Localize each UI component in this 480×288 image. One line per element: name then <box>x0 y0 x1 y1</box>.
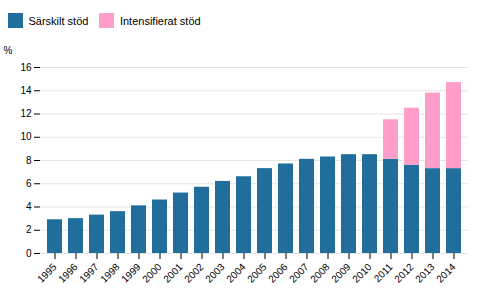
svg-text:2002: 2002 <box>182 260 206 284</box>
svg-text:2013: 2013 <box>413 260 437 284</box>
svg-text:2012: 2012 <box>392 260 416 284</box>
svg-text:2001: 2001 <box>161 260 185 284</box>
svg-text:%: % <box>4 44 13 55</box>
svg-text:6: 6 <box>26 177 32 188</box>
svg-text:1997: 1997 <box>77 260 101 284</box>
svg-text:2006: 2006 <box>266 260 290 284</box>
svg-text:1996: 1996 <box>56 260 80 284</box>
svg-text:10: 10 <box>20 131 32 142</box>
svg-text:2009: 2009 <box>329 260 353 284</box>
svg-text:12: 12 <box>20 108 32 119</box>
svg-text:2010: 2010 <box>350 260 374 284</box>
svg-text:2004: 2004 <box>224 260 248 284</box>
svg-text:0: 0 <box>26 247 32 258</box>
html-text:Intensifierat stöd: Intensifierat stöd <box>119 14 201 27</box>
svg-text:2011: 2011 <box>372 260 395 283</box>
svg-text:2000: 2000 <box>140 260 164 284</box>
svg-text:16: 16 <box>20 61 32 72</box>
svg-text:2007: 2007 <box>287 260 311 284</box>
svg-text:1995: 1995 <box>35 260 59 284</box>
html-text:Särskilt stöd: Särskilt stöd <box>28 14 89 27</box>
svg-text:1999: 1999 <box>119 260 143 284</box>
svg-text:2003: 2003 <box>203 260 227 284</box>
svg-text:4: 4 <box>26 201 32 212</box>
svg-text:2008: 2008 <box>308 260 332 284</box>
svg-text:14: 14 <box>20 84 32 95</box>
svg-text:2014: 2014 <box>434 260 458 284</box>
svg-text:2005: 2005 <box>245 260 269 284</box>
svg-text:8: 8 <box>26 154 32 165</box>
svg-text:1998: 1998 <box>98 260 122 284</box>
svg-text:2: 2 <box>26 224 32 235</box>
